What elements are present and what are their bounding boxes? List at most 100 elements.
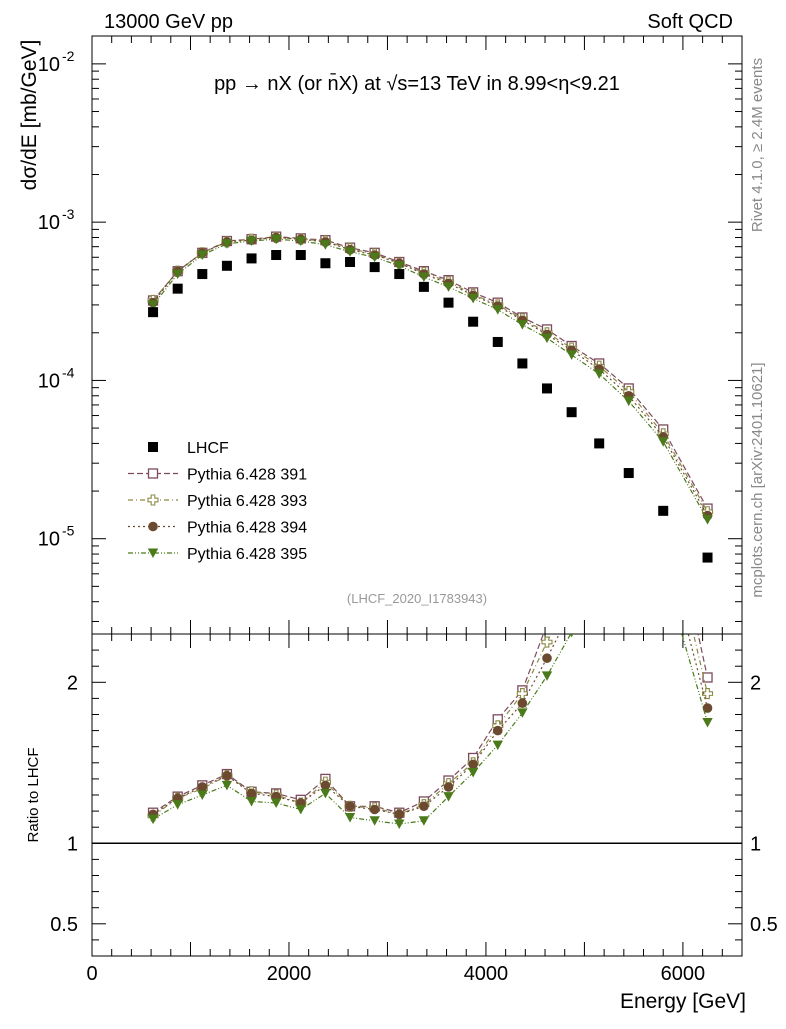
ratio-point-pythia-6-428-394 — [369, 804, 380, 815]
ratio-point-pythia-6-428-395 — [569, 634, 574, 638]
ratio-point-pythia-6-428-394 — [345, 801, 355, 812]
data-point-pythia-6-428-395 — [344, 247, 356, 257]
main-panel-frame — [91, 35, 743, 635]
data-point-pythia-6-428-395 — [566, 350, 577, 360]
ratio-point-pythia-6-428-394 — [320, 780, 331, 791]
data-point-pythia-6-428-395 — [418, 272, 430, 283]
ratio-point-pythia-6-428-394 — [468, 759, 478, 770]
x-tick-label: 2000 — [267, 963, 312, 985]
data-point-pythia-6-428-395 — [702, 515, 713, 525]
series-line-pythia-6-428-394 — [152, 236, 709, 516]
legend-marker-pythia-6-428-394 — [148, 521, 158, 532]
ratio-point-pythia-6-428-395 — [492, 740, 503, 751]
x-axis-label: Energy [GeV] — [620, 990, 746, 1013]
ratio-tick-label-left: 1 — [67, 833, 78, 855]
y-tick-label: 10 — [38, 54, 60, 76]
data-point-pythia-6-428-395 — [623, 396, 634, 407]
ratio-point-pythia-6-428-394 — [419, 801, 429, 812]
ratio-point-pythia-6-428-395 — [147, 814, 159, 825]
ratio-tick-label-right: 1 — [750, 833, 761, 855]
data-point-pythia-6-428-395 — [147, 300, 159, 310]
plot-title: pp → nX (or n̄X) at √s=13 TeV in 8.99<η<… — [214, 72, 620, 95]
ratio-point-pythia-6-428-395 — [197, 790, 208, 800]
series-line-pythia-6-428-395 — [152, 238, 709, 520]
ratio-point-pythia-6-428-394 — [394, 809, 405, 820]
ratio-point-pythia-6-428-395 — [541, 671, 553, 681]
series-main — [147, 231, 714, 563]
x-tick-label: 4000 — [464, 963, 509, 985]
ratio-point-pythia-6-428-395 — [418, 816, 430, 826]
data-point-lhcf — [394, 269, 405, 280]
ratio-tick-label-right: 2 — [750, 672, 761, 694]
ratio-point-pythia-6-428-395 — [270, 798, 282, 809]
ratio-point-pythia-6-428-395 — [344, 813, 356, 823]
legend-marker-pythia-6-428-393 — [147, 494, 159, 506]
ratio-panel-frame — [91, 633, 743, 957]
data-point-lhcf — [542, 383, 552, 394]
mcplots-label: mcplots.cern.ch [arXiv:2401.10621] — [749, 362, 766, 597]
ratio-point-pythia-6-428-395 — [369, 816, 380, 826]
data-point-pythia-6-428-395 — [443, 282, 454, 292]
ratio-point-pythia-6-428-395 — [394, 819, 405, 829]
data-point-lhcf — [320, 258, 331, 269]
data-point-lhcf — [345, 257, 356, 268]
ratio-point-pythia-6-428-394 — [542, 653, 552, 663]
ratio-tick-label-left: 2 — [67, 672, 78, 694]
ratio-point-pythia-6-428-395 — [467, 767, 479, 778]
data-point-lhcf — [517, 358, 528, 369]
ratio-point-pythia-6-428-394 — [222, 770, 232, 781]
data-point-pythia-6-428-395 — [541, 333, 553, 344]
ratio-tick-label-left: 0.5 — [50, 914, 78, 936]
ratio-point-pythia-6-428-395 — [295, 804, 306, 815]
ratio-point-pythia-6-428-391 — [702, 672, 713, 683]
ratio-point-pythia-6-428-395 — [517, 708, 528, 718]
ratio-point-pythia-6-428-395 — [172, 800, 183, 810]
series-line-pythia-6-428-393 — [152, 236, 709, 513]
ratio-line-pythia-6-428-395 — [152, 634, 709, 825]
legend-marker-pythia-6-428-391 — [147, 468, 159, 479]
data-point-pythia-6-428-395 — [246, 236, 257, 247]
ratio-point-pythia-6-428-393 — [541, 636, 553, 648]
header-left: 13000 GeV pp — [104, 11, 233, 33]
legend-label-pythia-6-428-394: Pythia 6.428 394 — [187, 520, 307, 537]
y-tick-label-exponent: -5 — [62, 523, 75, 539]
data-point-pythia-6-428-395 — [320, 240, 331, 250]
legend: LHCF Pythia 6.428 391 Pythia 6.428 393 Pyth… — [128, 440, 307, 563]
ratio-point-pythia-6-428-395 — [443, 792, 454, 802]
header-right: Soft QCD — [647, 11, 733, 33]
ratio-point-pythia-6-428-393 — [516, 688, 528, 700]
data-point-lhcf — [295, 250, 306, 261]
legend-label-pythia-6-428-391: Pythia 6.428 391 — [187, 467, 307, 484]
data-point-lhcf — [594, 438, 605, 449]
data-point-lhcf — [418, 281, 429, 292]
legend-label-lhcf: LHCF — [187, 440, 229, 457]
data-point-pythia-6-428-395 — [467, 293, 479, 304]
y-tick-label-exponent: -4 — [62, 364, 75, 380]
ratio-point-pythia-6-428-394 — [492, 725, 503, 736]
ratio-point-pythia-6-428-394 — [246, 788, 257, 799]
data-point-pythia-6-428-395 — [492, 305, 503, 315]
y-tick-label: 10 — [38, 529, 60, 551]
y-tick-label: 10 — [38, 212, 60, 234]
ratio-point-pythia-6-428-395 — [221, 780, 233, 791]
rivet-label: Rivet 4.1.0, ≥ 2.4M events — [749, 58, 766, 232]
data-point-lhcf — [443, 297, 454, 308]
ratio-point-pythia-6-428-395 — [702, 718, 713, 728]
data-point-lhcf — [271, 250, 282, 261]
data-point-pythia-6-428-395 — [369, 252, 380, 263]
data-point-lhcf — [369, 262, 380, 273]
ratio-y-axis-label: Ratio to LHCF — [25, 747, 42, 842]
y-tick-label-exponent: -3 — [62, 206, 75, 222]
data-point-lhcf — [702, 552, 713, 563]
data-point-lhcf — [197, 269, 208, 280]
ratio-point-pythia-6-428-395 — [246, 796, 257, 807]
ratio-line-pythia-6-428-391 — [152, 634, 709, 814]
data-point-pythia-6-428-395 — [593, 369, 605, 379]
y-tick-label: 10 — [38, 370, 60, 392]
legend-marker-lhcf — [148, 442, 158, 452]
ratio-point-pythia-6-428-395 — [320, 788, 331, 799]
legend-label-pythia-6-428-393: Pythia 6.428 393 — [187, 493, 307, 510]
ratio-point-pythia-6-428-394 — [517, 698, 528, 709]
